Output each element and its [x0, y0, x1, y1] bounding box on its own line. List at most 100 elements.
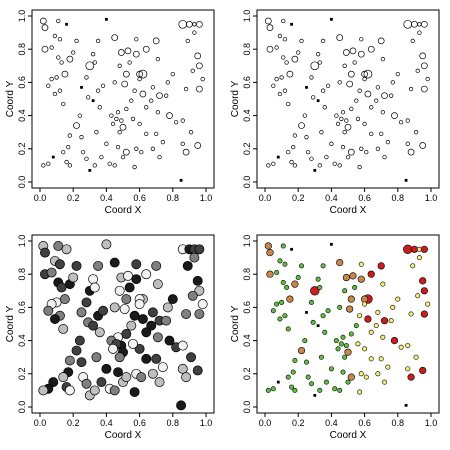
data-point — [41, 45, 49, 53]
data-point — [333, 338, 339, 344]
data-point — [67, 163, 73, 168]
data-point — [340, 369, 346, 375]
data-point — [277, 258, 283, 264]
data-point — [128, 338, 138, 349]
data-point — [298, 122, 305, 129]
data-point — [38, 385, 49, 396]
data-point — [74, 335, 85, 346]
data-point — [188, 130, 194, 135]
data-point — [332, 386, 338, 392]
data-point — [105, 17, 108, 21]
data-point — [96, 377, 107, 388]
data-point — [109, 113, 114, 118]
data-point — [100, 83, 106, 88]
data-point — [121, 80, 129, 88]
data-point — [362, 301, 368, 307]
data-point — [71, 50, 76, 55]
data-point — [325, 83, 331, 88]
data-point — [146, 320, 157, 331]
data-point — [297, 346, 306, 355]
data-point — [380, 57, 386, 62]
data-point — [124, 282, 135, 293]
data-point — [64, 385, 75, 396]
data-point — [197, 299, 208, 310]
data-point — [411, 20, 418, 28]
data-point — [52, 33, 58, 39]
data-point — [419, 366, 427, 375]
data-point — [88, 274, 99, 285]
data-point — [90, 52, 96, 57]
data-point — [408, 86, 414, 92]
data-point — [95, 38, 101, 44]
data-point — [320, 38, 326, 44]
data-point — [317, 60, 322, 65]
data-point — [129, 98, 134, 103]
data-point — [317, 284, 323, 290]
data-point — [114, 352, 125, 363]
data-point — [189, 252, 200, 263]
data-point — [382, 379, 388, 385]
data-point — [285, 326, 291, 332]
y-tick-label: 0.0 — [242, 401, 252, 414]
data-point — [85, 95, 91, 100]
x-tick-label: 0.2 — [292, 193, 305, 203]
y-axis-label: Coord Y — [5, 305, 16, 342]
data-point — [154, 377, 165, 388]
data-point — [123, 270, 133, 281]
data-point — [377, 262, 385, 270]
data-point — [344, 123, 352, 131]
data-point — [51, 155, 55, 159]
data-point — [337, 387, 343, 393]
data-point — [180, 118, 185, 123]
data-point — [315, 276, 321, 282]
data-point — [286, 70, 294, 78]
data-point — [306, 149, 311, 155]
data-point — [340, 334, 346, 340]
data-point — [141, 353, 152, 364]
data-point — [405, 118, 410, 123]
data-point — [122, 148, 130, 156]
data-point — [367, 45, 375, 53]
data-point — [274, 45, 279, 50]
data-point — [129, 387, 140, 398]
x-tick-label: 0.8 — [392, 193, 405, 203]
data-point — [134, 37, 139, 42]
data-point — [310, 95, 316, 100]
data-point — [332, 161, 337, 166]
data-point — [282, 313, 288, 319]
data-point — [357, 313, 363, 319]
data-point — [156, 92, 163, 100]
data-point — [160, 140, 165, 145]
y-axis-label: Coord Y — [230, 305, 241, 342]
data-point — [65, 22, 68, 26]
data-point — [119, 118, 124, 123]
data-point — [349, 106, 354, 112]
data-point — [266, 249, 274, 257]
data-point — [337, 163, 342, 168]
data-point — [415, 68, 420, 73]
data-point — [425, 301, 431, 307]
data-point — [390, 337, 399, 345]
data-point — [373, 323, 379, 329]
data-point — [277, 316, 283, 322]
data-point — [284, 60, 289, 65]
data-point — [347, 148, 355, 156]
data-point — [137, 76, 142, 82]
data-point — [368, 356, 374, 362]
plot-frame — [31, 9, 215, 189]
data-point — [282, 37, 288, 42]
data-point — [299, 263, 305, 269]
data-point — [194, 52, 202, 60]
x-tick-label: 0.6 — [133, 193, 146, 203]
data-point — [112, 80, 117, 85]
data-point — [77, 113, 82, 118]
data-point — [320, 263, 326, 269]
data-point — [58, 372, 69, 383]
data-point — [291, 55, 299, 63]
data-point — [324, 154, 329, 160]
data-point — [284, 284, 290, 290]
y-tick-label: 0.4 — [242, 109, 252, 122]
data-point — [266, 270, 274, 278]
y-tick-label: 0.2 — [242, 368, 252, 381]
data-point — [121, 372, 132, 383]
